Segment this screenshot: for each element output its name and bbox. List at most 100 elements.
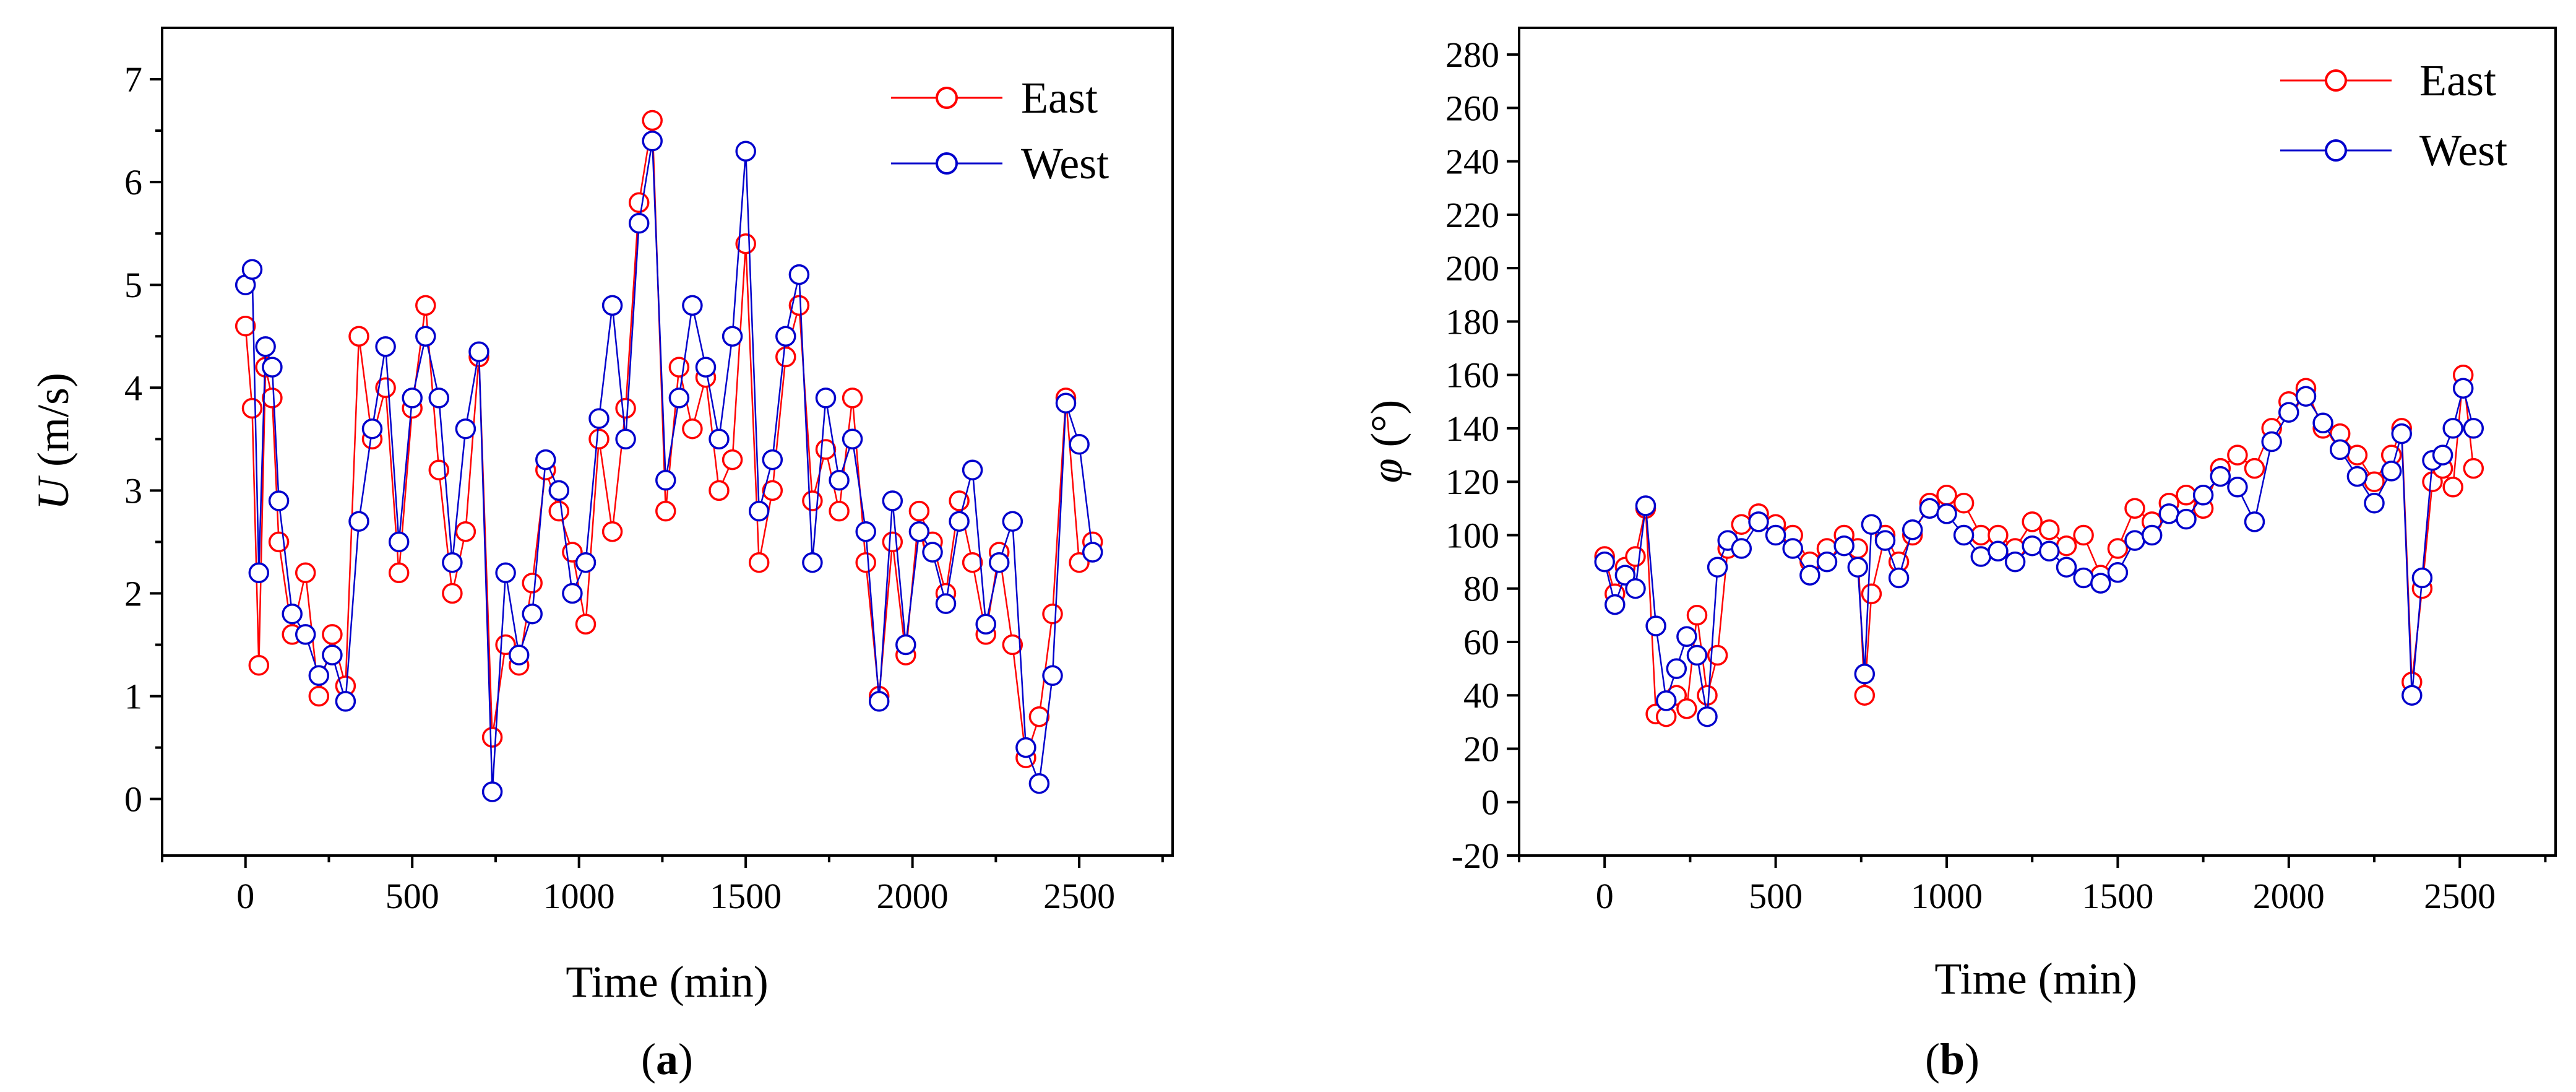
panel-a-east-point-45: [802, 490, 823, 511]
panel-a-east-point-43: [775, 346, 796, 368]
panel-b-east-point-22: [1861, 583, 1882, 605]
panel-b-west-point-32: [2022, 535, 2043, 557]
panel-b-west-point-11: [1707, 557, 1728, 578]
panel-a-west-point-47: [829, 470, 850, 491]
panel-a-xtick-label-0: 0: [236, 876, 254, 916]
panel-b-west-point-46: [2261, 431, 2282, 453]
panel-a-west-point-64: [1055, 392, 1077, 414]
panel-b-ticks: 0 500 1000 1500 2000 2500 -20 0 20 40 60 80 100 120 14…: [1445, 35, 2547, 916]
panel-b-west-point-8: [1676, 626, 1697, 648]
panel-b-west-point-52: [2364, 492, 2385, 514]
panel-b-caption-letter: b: [1940, 1034, 1965, 1084]
panel-a-west-point-48: [842, 428, 863, 450]
panel-b-east-point-51: [2346, 444, 2368, 466]
panel-b-west-point-27: [1936, 503, 1957, 524]
legend-east-marker-a: [936, 87, 958, 109]
panel-b-west-point-25: [1902, 519, 1923, 540]
panel-a-frame: [161, 27, 1174, 857]
panel-a-west-point-4: [262, 357, 283, 378]
panel-b-east-point-29: [1970, 524, 1992, 546]
panel-a-west-point-58: [975, 613, 996, 635]
panel-b-east-point-32: [2022, 511, 2043, 532]
panel-a-west-point-6: [282, 603, 303, 625]
panel-a-west-point-20: [468, 341, 489, 362]
panel-a-east-point-29: [588, 428, 610, 450]
panel-a-west-point-55: [935, 593, 957, 614]
panel-b-ytick-label-1: 0: [1481, 782, 1499, 823]
panel-b-west-point-28: [1953, 524, 1975, 546]
panel-a-west-point-38: [709, 428, 730, 450]
panel-b-ytick-label-8: 140: [1445, 409, 1499, 449]
panel-b-east-point-13: [1731, 514, 1752, 535]
panel-a-east-point-19: [455, 521, 476, 542]
panel-a-ticks: 0 500 1000 1500 2000 2500 0 1 2 3 4 5 6 7: [124, 59, 1164, 916]
panel-b-xtick-label-5: 2500: [2424, 876, 2496, 916]
panel-b-west-point-59: [2442, 418, 2463, 439]
panel-a-west-point-44: [788, 264, 810, 285]
panel-a-west-point-60: [1002, 511, 1023, 532]
panel-a-east-point-28: [575, 613, 597, 635]
panel-a-west-point-27: [562, 583, 583, 604]
panel-a-west-point-3: [255, 336, 276, 357]
panel-a-xtick-label-2: 1000: [543, 876, 615, 916]
panel-a-east-point-24: [522, 573, 543, 594]
panel-b-east-point-44: [2227, 444, 2248, 466]
panel-a-west-point-28: [575, 552, 597, 573]
panel-b-ytick-label-14: 260: [1445, 88, 1499, 128]
panel-b-ytick-label-6: 100: [1445, 515, 1499, 555]
panel-a-east-point-35: [668, 357, 690, 378]
panel-a-west-point-25: [535, 449, 556, 470]
panel-a-east-point-36: [682, 418, 703, 440]
panel-a-xtick-label-1: 500: [386, 876, 439, 916]
panel-b-xlabel: Time (min): [1934, 954, 2137, 1003]
panel-b-west-point-58: [2432, 444, 2453, 466]
panel-a-west-point-34: [655, 470, 676, 491]
panel-a-series: [235, 110, 1103, 802]
panel-b-ytick-label-3: 40: [1463, 675, 1499, 716]
panel-a-caption: (a): [641, 1034, 693, 1084]
panel-a-west-point-57: [962, 459, 983, 480]
panel-a-west-point-23: [508, 644, 530, 665]
panel-a-west-point-32: [628, 212, 650, 234]
legend-east-marker-b: [2325, 69, 2347, 92]
panel-b-east-point-21: [1854, 685, 1876, 706]
panel-a-east-point-31: [615, 397, 636, 419]
legend-east-label-a: East: [1021, 73, 1098, 123]
panel-a-west-point-46: [815, 388, 837, 409]
panel-a-ylabel: U (m/s): [28, 373, 78, 510]
panel-a-west-point-35: [668, 388, 690, 409]
panel-b-xtick-label-4: 2000: [2253, 876, 2325, 916]
panel-a-east-point-39: [722, 449, 743, 470]
panel-b-west-point-13: [1731, 538, 1752, 559]
panel-b-west-point-18: [1816, 551, 1838, 573]
panel-a-west-point-52: [895, 634, 916, 656]
panel-a-west-point-45: [802, 552, 823, 573]
panel-b-east-point-28: [1953, 492, 1975, 514]
panel-a-east-point-18: [442, 583, 463, 604]
panel-a-ytick-label-7: 7: [124, 59, 142, 100]
panel-b-west-point-31: [2004, 551, 2026, 573]
panel-b-west-point-34: [2056, 557, 2077, 578]
panel-a-east-point-32: [628, 192, 650, 214]
panel-b-west-point-2: [1614, 565, 1636, 586]
panel-a-ytick-label-1: 1: [124, 677, 142, 717]
panel-a-east-point-62: [1028, 706, 1050, 727]
panel-b-west-point-40: [2158, 503, 2180, 524]
panel-b-west-point-61: [2463, 418, 2484, 439]
panel-a-west-point-39: [722, 326, 743, 347]
panel-a-west-point-12: [361, 418, 383, 440]
legend-west-marker-b: [2325, 139, 2347, 162]
panel-a-west-point-15: [402, 388, 423, 409]
panel-a-west-point-8: [308, 665, 330, 687]
panel-b-ytick-label-12: 220: [1445, 195, 1499, 235]
panel-b-west-point-9: [1686, 644, 1708, 666]
panel-b-west-point-60: [2452, 378, 2474, 399]
panel-b-west-point-3: [1625, 578, 1646, 599]
panel-a-east-point-1: [241, 397, 263, 419]
panel-a-ytick-label-5: 5: [124, 265, 142, 305]
panel-a-east-point-48: [842, 388, 863, 409]
panel-b-ytick-label-11: 200: [1445, 248, 1499, 288]
panel-a-west-point-66: [1082, 542, 1103, 563]
panel-a-east-point-16: [415, 295, 436, 316]
panel-b-west-point-20: [1847, 557, 1869, 578]
